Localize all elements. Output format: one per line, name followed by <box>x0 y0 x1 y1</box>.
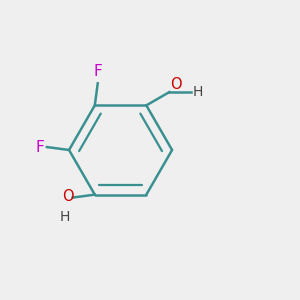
Text: F: F <box>36 140 45 154</box>
Text: H: H <box>59 210 70 224</box>
Text: O: O <box>63 189 74 204</box>
Text: H: H <box>193 85 203 98</box>
Text: F: F <box>93 64 102 79</box>
Text: O: O <box>170 76 182 92</box>
